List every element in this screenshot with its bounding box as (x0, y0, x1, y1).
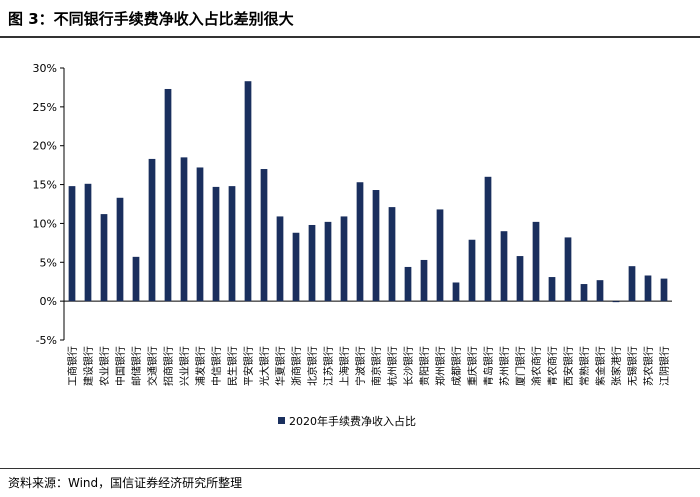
x-tick-label: 中国银行 (114, 346, 127, 386)
bar (164, 88, 172, 302)
x-tick-label: 中信银行 (210, 346, 223, 386)
bar (260, 169, 268, 302)
bar (388, 207, 396, 302)
bar (484, 176, 492, 302)
x-tick-label: 工商银行 (66, 346, 79, 386)
bar (500, 231, 508, 302)
bar (628, 266, 636, 302)
x-tick-label: 邮储银行 (130, 346, 143, 386)
bar (644, 275, 652, 302)
bar (100, 214, 108, 302)
bar (532, 221, 540, 302)
bar (276, 216, 284, 302)
x-tick-label: 南京银行 (370, 346, 383, 386)
y-tick-label: 15% (33, 179, 57, 192)
bar (468, 239, 476, 302)
bar (612, 301, 620, 303)
bar (180, 157, 188, 302)
bar (356, 182, 364, 302)
bar (660, 278, 668, 302)
x-tick-label: 郑州银行 (434, 346, 447, 386)
bar (228, 186, 236, 302)
bar (452, 282, 460, 302)
x-tick-label: 农业银行 (98, 346, 111, 386)
y-tick-label: 30% (33, 62, 57, 75)
bar (196, 167, 204, 302)
source-divider (0, 468, 700, 469)
x-tick-label: 交通银行 (146, 346, 159, 386)
x-tick-label: 西安银行 (562, 346, 575, 386)
x-tick-label: 苏州银行 (498, 346, 511, 386)
bar (324, 221, 332, 302)
bar (308, 224, 316, 302)
x-tick-label: 光大银行 (258, 346, 271, 386)
y-tick-label: 0% (40, 295, 57, 308)
x-tick-label: 平安银行 (242, 346, 255, 386)
bar (564, 237, 572, 302)
bar (116, 197, 124, 302)
x-tick-label: 重庆银行 (466, 346, 479, 386)
x-tick-label: 青岛银行 (482, 346, 495, 386)
x-tick-label: 浦发银行 (194, 346, 207, 386)
bar (404, 266, 412, 302)
bar (148, 158, 156, 302)
title-divider (0, 36, 700, 38)
x-tick-label: 浙商银行 (290, 346, 303, 386)
x-tick-label: 渝农商行 (530, 346, 543, 386)
figure-title: 图 3：不同银行手续费净收入占比差别很大 (8, 10, 294, 28)
x-tick-label: 建设银行 (82, 346, 95, 386)
x-tick-label: 北京银行 (306, 346, 319, 386)
x-tick-label: 贵阳银行 (418, 346, 431, 386)
x-tick-label: 厦门银行 (514, 346, 527, 386)
x-tick-label: 青农商行 (546, 346, 559, 386)
bar (292, 232, 300, 302)
x-tick-label: 紫金银行 (594, 346, 607, 386)
x-tick-label: 苏农银行 (642, 346, 655, 386)
x-tick-label: 民生银行 (226, 346, 239, 386)
y-tick-label: 25% (33, 101, 57, 114)
bar (420, 259, 428, 302)
bar (132, 256, 140, 302)
legend-label: 2020年手续费净收入占比 (289, 414, 416, 428)
x-tick-label: 张家港行 (610, 346, 623, 386)
source-note: 资料来源：Wind，国信证券经济研究所整理 (8, 476, 243, 490)
x-tick-label: 上海银行 (338, 346, 351, 386)
x-tick-label: 招商银行 (162, 346, 175, 386)
bar (548, 277, 556, 302)
bar (212, 186, 220, 302)
bar (244, 81, 252, 302)
bar (516, 256, 524, 302)
x-tick-label: 常熟银行 (578, 346, 591, 386)
bar (372, 190, 380, 302)
x-tick-label: 无锡银行 (626, 346, 639, 386)
bar (436, 209, 444, 302)
bar (84, 183, 92, 302)
x-tick-label: 华夏银行 (274, 346, 287, 386)
y-tick-label: 20% (33, 140, 57, 153)
x-tick-label: 兴业银行 (178, 346, 191, 386)
bar (68, 186, 76, 302)
y-tick-label: -5% (36, 334, 57, 347)
y-tick-label: 5% (40, 256, 57, 269)
bar (340, 216, 348, 302)
x-tick-label: 杭州银行 (386, 346, 399, 386)
x-tick-label: 江苏银行 (322, 346, 335, 386)
y-tick-label: 10% (33, 217, 57, 230)
x-tick-label: 宁波银行 (354, 346, 367, 386)
bar (580, 284, 588, 302)
x-tick-label: 成都银行 (450, 346, 463, 386)
x-tick-label: 江阴银行 (658, 346, 671, 386)
x-tick-label: 长沙银行 (402, 346, 415, 386)
legend-swatch (278, 417, 285, 424)
bar (596, 280, 604, 302)
